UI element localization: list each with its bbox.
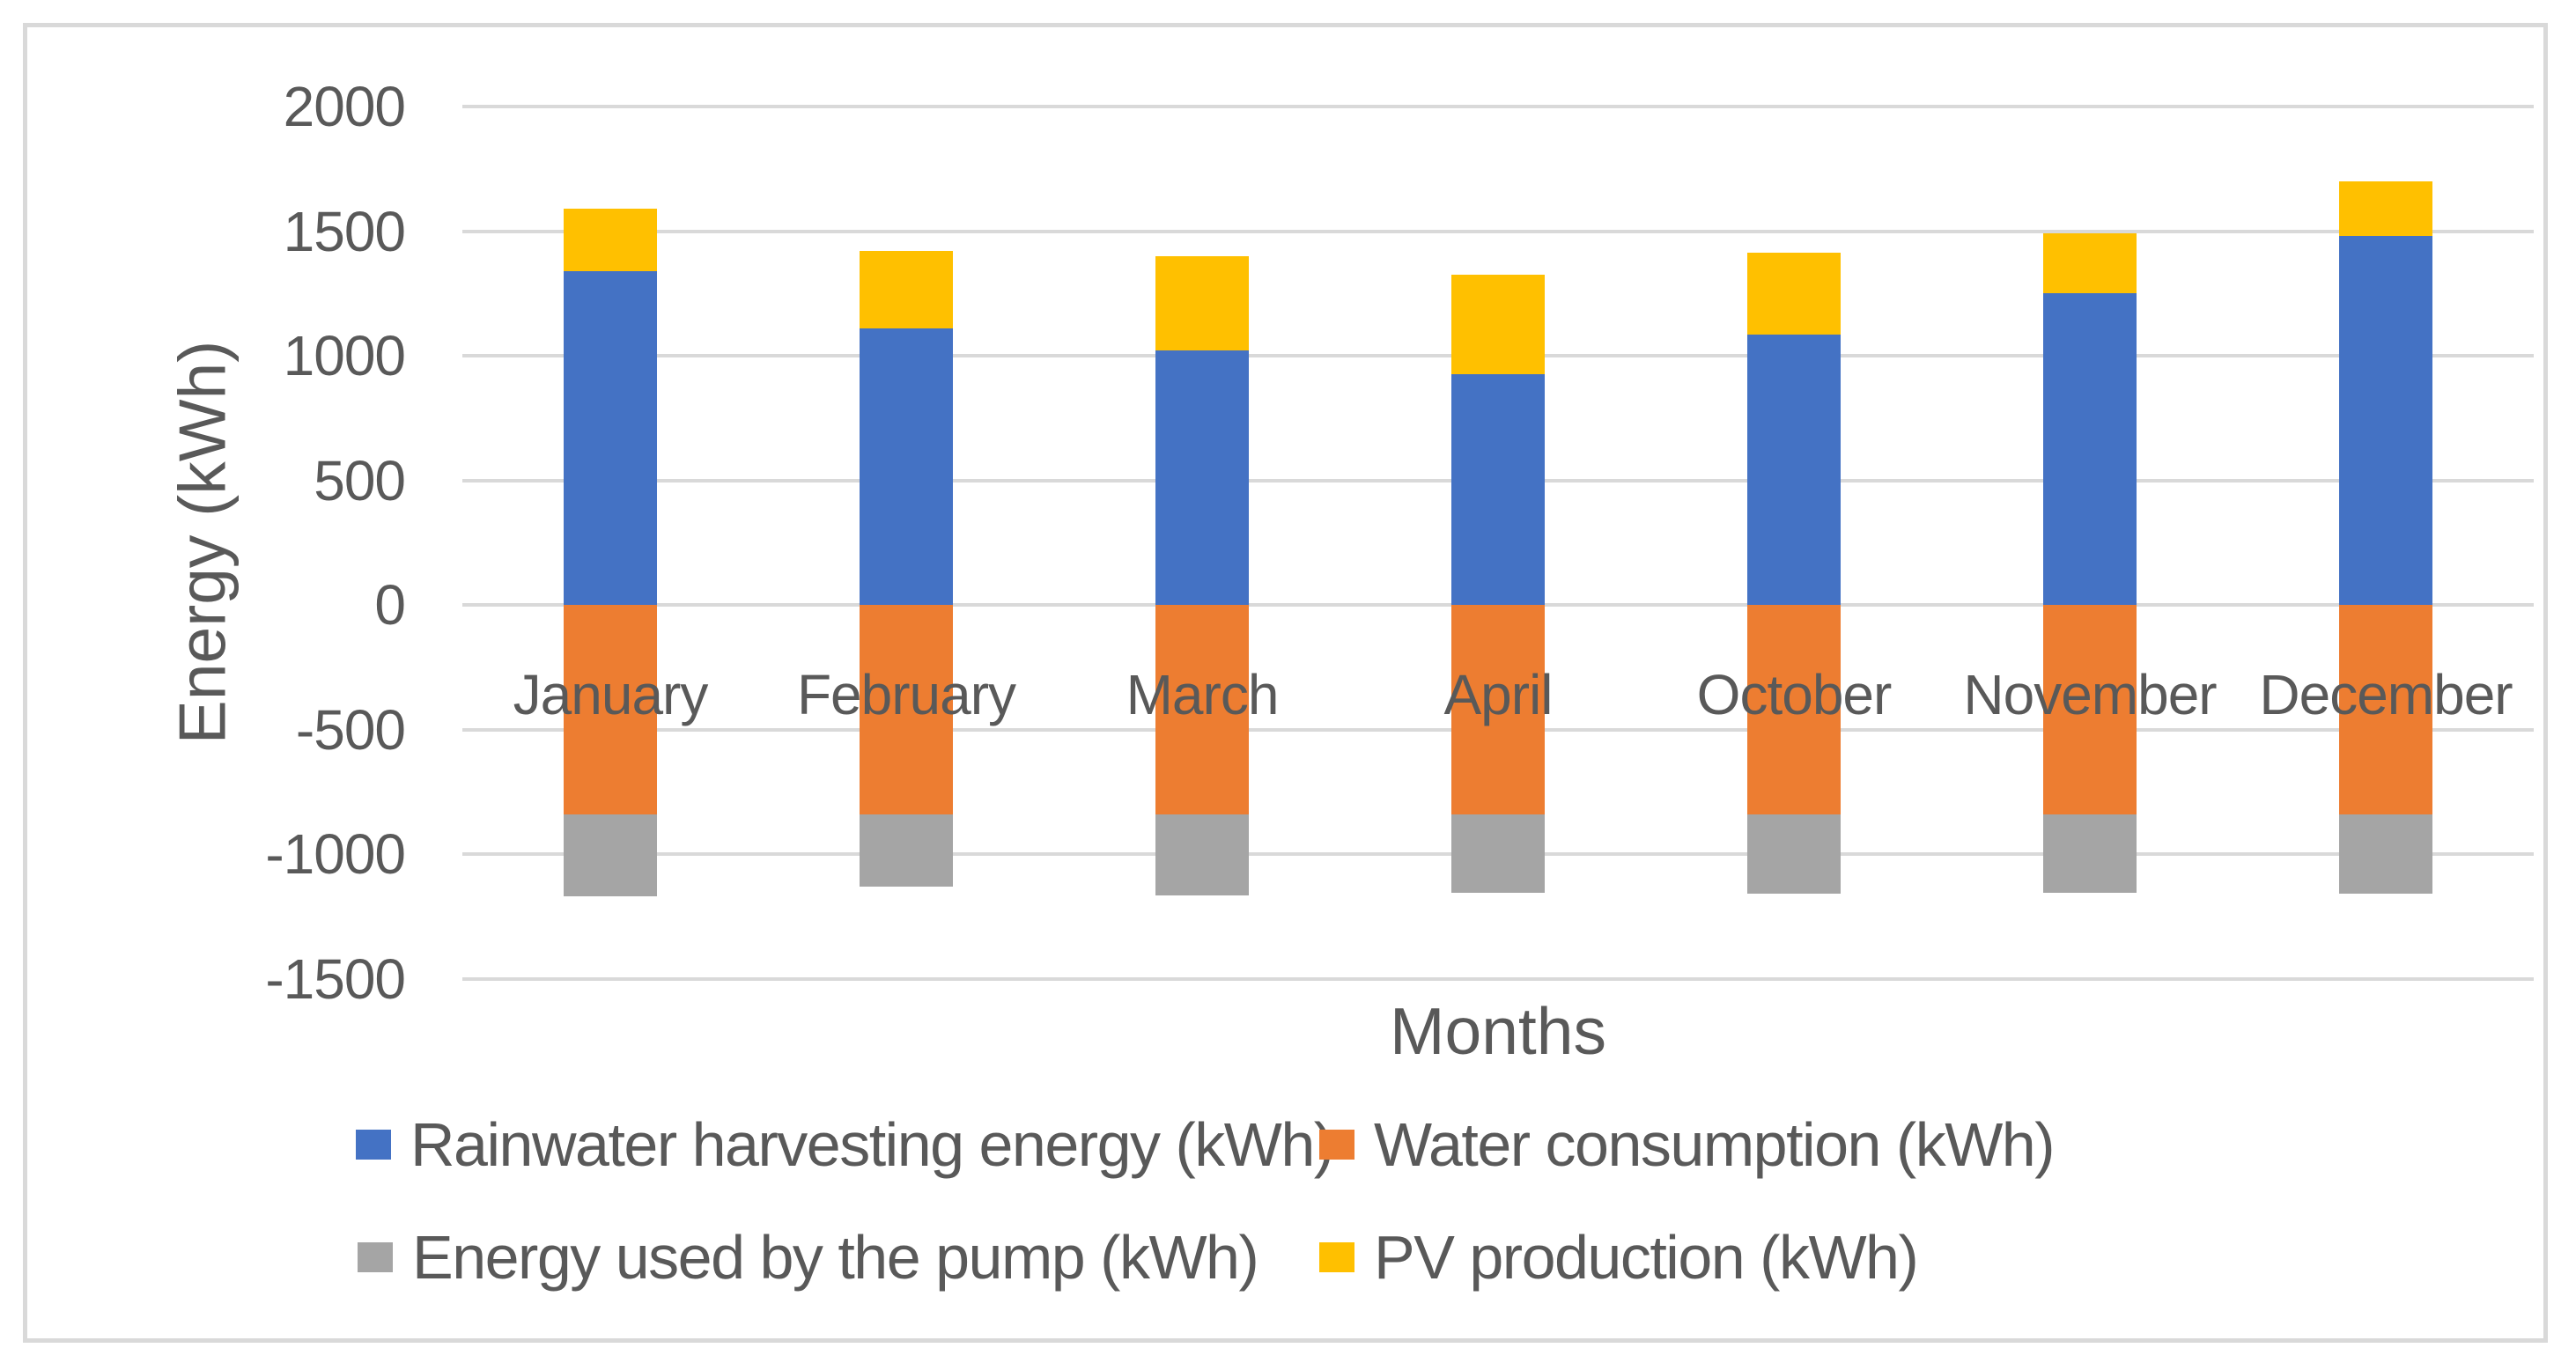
bar-segment: [860, 328, 953, 605]
bar-segment: [2043, 605, 2137, 814]
bar-segment: [1747, 605, 1841, 814]
legend-item-pv-production: PV production (kWh): [1319, 1223, 1919, 1292]
bar-segment: [1747, 252, 1841, 335]
legend-label: Rainwater harvesting energy (kWh): [410, 1110, 1334, 1179]
bar-segment: [1451, 374, 1545, 605]
legend-label: PV production (kWh): [1374, 1223, 1919, 1292]
gridline: [462, 105, 2534, 108]
y-axis-tick-label: -1500: [265, 946, 406, 1011]
bar-segment: [1155, 255, 1249, 351]
y-axis-tick-label: 0: [374, 573, 406, 637]
y-axis-tick-label: -500: [295, 697, 406, 762]
bar-segment: [2339, 605, 2432, 814]
pump-series-swatch: [358, 1242, 393, 1272]
bar-segment: [564, 814, 657, 897]
bar-segment: [1451, 605, 1545, 814]
legend-label: Water consumption (kWh): [1374, 1110, 2056, 1179]
bar-segment: [2339, 180, 2432, 237]
bar-segment: [2339, 236, 2432, 605]
gridline: [462, 229, 2534, 233]
bar-segment: [2043, 233, 2137, 294]
y-axis-title: Energy (kWh): [165, 340, 240, 745]
bar-segment: [860, 605, 953, 814]
x-axis-category-label: December: [2259, 663, 2513, 726]
y-axis-tick-label: -1000: [265, 822, 406, 886]
y-axis-tick-label: 500: [314, 448, 406, 512]
water-series-swatch: [1319, 1130, 1354, 1160]
legend-item-water-consumption: Water consumption (kWh): [1319, 1110, 2056, 1179]
bar-segment: [1747, 814, 1841, 895]
rainwater-series-swatch: [356, 1130, 391, 1160]
bar-segment: [564, 209, 657, 271]
y-axis-tick-label: 1000: [283, 324, 406, 387]
gridline: [462, 976, 2534, 981]
legend-item-pump-energy: Energy used by the pump (kWh): [358, 1223, 1259, 1292]
y-axis-tick-label: 2000: [283, 75, 406, 138]
bar-segment: [860, 814, 953, 887]
x-axis-category-label: October: [1696, 663, 1893, 726]
bar-segment: [1451, 275, 1545, 375]
bar-segment: [564, 605, 657, 814]
bar-segment: [860, 251, 953, 328]
x-axis-title: Months: [1390, 994, 1606, 1068]
x-axis-category-label: February: [796, 663, 1016, 726]
bar-segment: [2339, 814, 2432, 895]
bar-segment: [2043, 814, 2137, 893]
bar-segment: [2043, 293, 2137, 605]
bar-segment: [1155, 605, 1249, 814]
pv-series-swatch: [1319, 1242, 1354, 1272]
legend-label: Energy used by the pump (kWh): [412, 1223, 1259, 1292]
bar-segment: [564, 270, 657, 605]
x-axis-category-label: March: [1126, 663, 1280, 726]
bar-segment: [1747, 334, 1841, 605]
legend-item-rainwater: Rainwater harvesting energy (kWh): [356, 1110, 1334, 1179]
y-axis-tick-label: 1500: [283, 199, 406, 263]
x-axis-category-label: November: [1963, 663, 2217, 726]
bar-segment: [1451, 814, 1545, 893]
bar-segment: [1155, 350, 1249, 605]
x-axis-category-label: January: [513, 663, 709, 726]
x-axis-category-label: April: [1443, 663, 1553, 726]
bar-segment: [1155, 814, 1249, 895]
